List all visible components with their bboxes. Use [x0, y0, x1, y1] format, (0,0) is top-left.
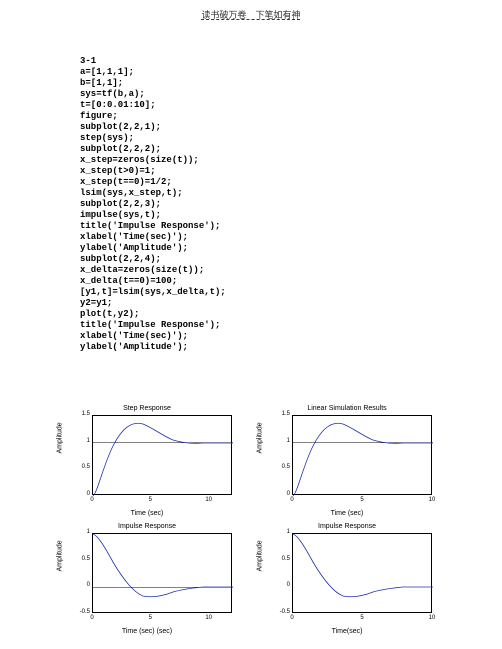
ytick: 0.5	[270, 464, 290, 470]
ytick: 0.5	[70, 556, 90, 562]
plot-area	[292, 415, 432, 495]
xtick: 0	[82, 497, 102, 503]
xtick: 5	[352, 615, 372, 621]
page-header: 读书破万卷 下笔如有神	[0, 0, 502, 21]
chart-ylabel: Amplitude	[257, 422, 264, 453]
xtick: 0	[282, 615, 302, 621]
ytick: 1	[270, 438, 290, 444]
xtick: 10	[422, 497, 442, 503]
ytick: 1	[70, 438, 90, 444]
ytick: 0.5	[270, 556, 290, 562]
code-listing: 3-1 a=[1,1,1]; b=[1,1]; sys=tf(b,a); t=[…	[80, 56, 226, 353]
chart-ylabel: Amplitude	[57, 422, 64, 453]
ytick: 0	[70, 582, 90, 588]
chart-impulse-response: Impulse ResponseAmplitudeTime (sec) (sec…	[62, 523, 242, 633]
chart-xlabel: Time (sec) (sec)	[62, 628, 232, 635]
chart-ylabel: Amplitude	[57, 540, 64, 571]
chart-step-response: Step ResponseAmplitudeTime (sec)00.511.5…	[62, 405, 242, 515]
plot-area	[292, 533, 432, 613]
xtick: 5	[352, 497, 372, 503]
charts-grid: Step ResponseAmplitudeTime (sec)00.511.5…	[62, 405, 442, 641]
ytick: 1	[70, 529, 90, 535]
ytick: 1.5	[70, 411, 90, 417]
ytick: 0.5	[70, 464, 90, 470]
xtick: 0	[282, 497, 302, 503]
xtick: 0	[82, 615, 102, 621]
xtick: 10	[199, 615, 219, 621]
chart-xlabel: Time(sec)	[262, 628, 432, 635]
ytick: 1.5	[270, 411, 290, 417]
xtick: 5	[140, 497, 160, 503]
plot-area	[92, 533, 232, 613]
ytick: 1	[270, 529, 290, 535]
plot-area	[92, 415, 232, 495]
xtick: 5	[140, 615, 160, 621]
xtick: 10	[422, 615, 442, 621]
chart-xlabel: Time (sec)	[62, 510, 232, 517]
chart-xlabel: Time (sec)	[262, 510, 432, 517]
ytick: 0	[270, 582, 290, 588]
xtick: 10	[199, 497, 219, 503]
chart-lsim-results: Linear Simulation ResultsAmplitudeTime (…	[262, 405, 442, 515]
chart-impulse-response-2: Impulse ResponseAmplitudeTime(sec)-0.500…	[262, 523, 442, 633]
chart-ylabel: Amplitude	[257, 540, 264, 571]
